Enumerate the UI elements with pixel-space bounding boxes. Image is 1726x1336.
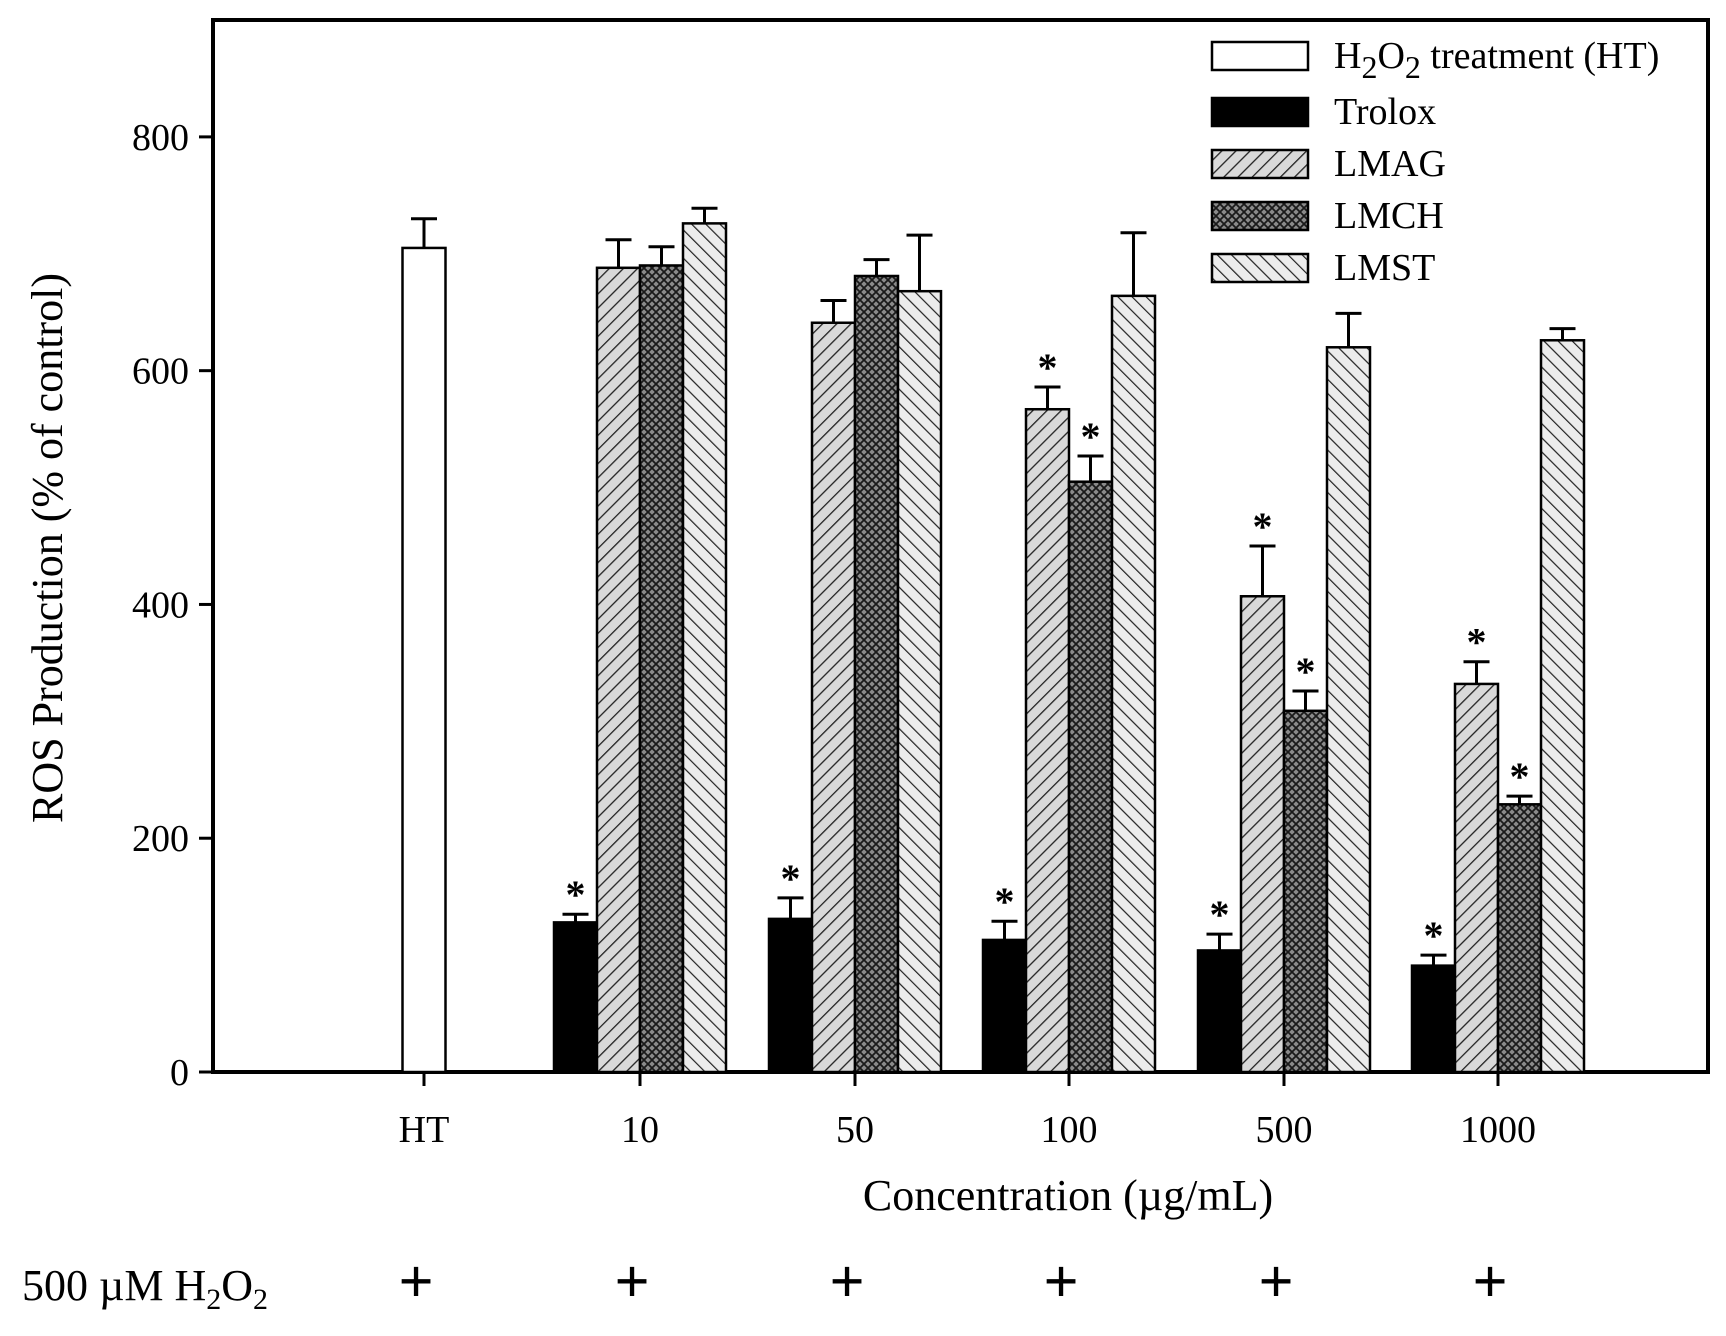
plot-frame — [211, 18, 1710, 1074]
treatment-label-prefix: 500 µM H — [22, 1261, 206, 1310]
bar-lmst-1000 — [1539, 339, 1586, 1074]
bar-lmag-100 — [1024, 407, 1071, 1074]
treatment-plus-mark: + — [829, 1248, 864, 1316]
significance-marker: * — [1296, 649, 1316, 694]
legend-swatch-h2o2-treatment-ht- — [1210, 40, 1310, 72]
bar-lmch-10 — [638, 264, 685, 1074]
legend-label: Trolox — [1334, 91, 1436, 133]
significance-marker: * — [1081, 414, 1101, 459]
treatment-plus-mark: + — [614, 1248, 649, 1316]
bar-lmst-50 — [896, 289, 943, 1074]
significance-marker: * — [1510, 754, 1530, 799]
y-tick-label: 200 — [132, 818, 189, 860]
legend-h: H — [1334, 35, 1361, 77]
treatment-plus-mark: + — [1258, 1248, 1293, 1316]
treatment-plus-mark: + — [1472, 1248, 1507, 1316]
legend-o: O — [1377, 35, 1404, 77]
legend-label: LMAG — [1334, 143, 1446, 185]
treatment-plus-mark: + — [398, 1248, 433, 1316]
legend-swatch-lmag — [1210, 148, 1310, 180]
bar-lmch-1000 — [1496, 803, 1543, 1074]
x-tick-label: 50 — [836, 1109, 874, 1151]
bar-lmag-500 — [1239, 595, 1286, 1074]
legend-swatch-lmst — [1210, 252, 1310, 284]
bar-lmch-100 — [1067, 480, 1114, 1074]
legend-label: LMST — [1334, 247, 1435, 289]
bar-lmch-500 — [1282, 709, 1329, 1074]
significance-marker: * — [1424, 913, 1444, 958]
bar-lmst-500 — [1325, 346, 1372, 1074]
legend-sub: 2 — [1361, 49, 1377, 85]
significance-marker: * — [995, 879, 1015, 924]
significance-marker: * — [1467, 620, 1487, 665]
bar-lmag-50 — [810, 321, 857, 1074]
x-tick-label: 100 — [1041, 1109, 1098, 1151]
legend-swatch-lmch — [1210, 200, 1310, 232]
legend-swatch-trolox — [1210, 96, 1310, 128]
x-tick-label: HT — [399, 1109, 450, 1151]
y-tick-label: 600 — [132, 351, 189, 393]
bar-trolox-10 — [552, 921, 599, 1074]
legend-label: LMCH — [1334, 195, 1444, 237]
treatment-label-o: O — [221, 1261, 253, 1310]
significance-marker: * — [1253, 504, 1273, 549]
y-axis-label: ROS Production (% of control) — [23, 273, 72, 823]
x-tick-label: 1000 — [1460, 1109, 1536, 1151]
y-tick-label: 400 — [132, 584, 189, 626]
x-tick-label: 10 — [621, 1109, 659, 1151]
treatment-label-sub2: 2 — [253, 1283, 268, 1316]
legend-sub: 2 — [1405, 49, 1421, 85]
bar-h2o2-treatment-ht--HT — [401, 246, 447, 1074]
bar-lmst-10 — [681, 222, 728, 1074]
y-tick-label: 800 — [132, 117, 189, 159]
legend-label: H2O2 treatment (HT) — [1334, 35, 1659, 85]
significance-marker: * — [1210, 892, 1230, 937]
legend-rest: treatment (HT) — [1421, 35, 1659, 77]
significance-marker: * — [566, 872, 586, 917]
treatment-row-label: 500 µM H2O2 — [22, 1261, 268, 1316]
bar-trolox-100 — [981, 938, 1028, 1074]
bar-lmch-50 — [853, 274, 900, 1074]
x-tick-label: 500 — [1256, 1109, 1313, 1151]
bar-trolox-50 — [767, 917, 814, 1074]
significance-marker: * — [1038, 345, 1058, 390]
bar-trolox-1000 — [1410, 964, 1457, 1074]
bar-lmst-100 — [1110, 294, 1157, 1074]
treatment-label-sub1: 2 — [206, 1283, 221, 1316]
y-tick-label: 0 — [170, 1052, 189, 1094]
bar-trolox-500 — [1196, 949, 1243, 1074]
x-axis-label: Concentration (µg/mL) — [863, 1171, 1273, 1220]
bar-lmag-10 — [595, 266, 642, 1074]
significance-marker: * — [781, 856, 801, 901]
bar-lmag-1000 — [1453, 682, 1500, 1074]
treatment-plus-mark: + — [1043, 1248, 1078, 1316]
